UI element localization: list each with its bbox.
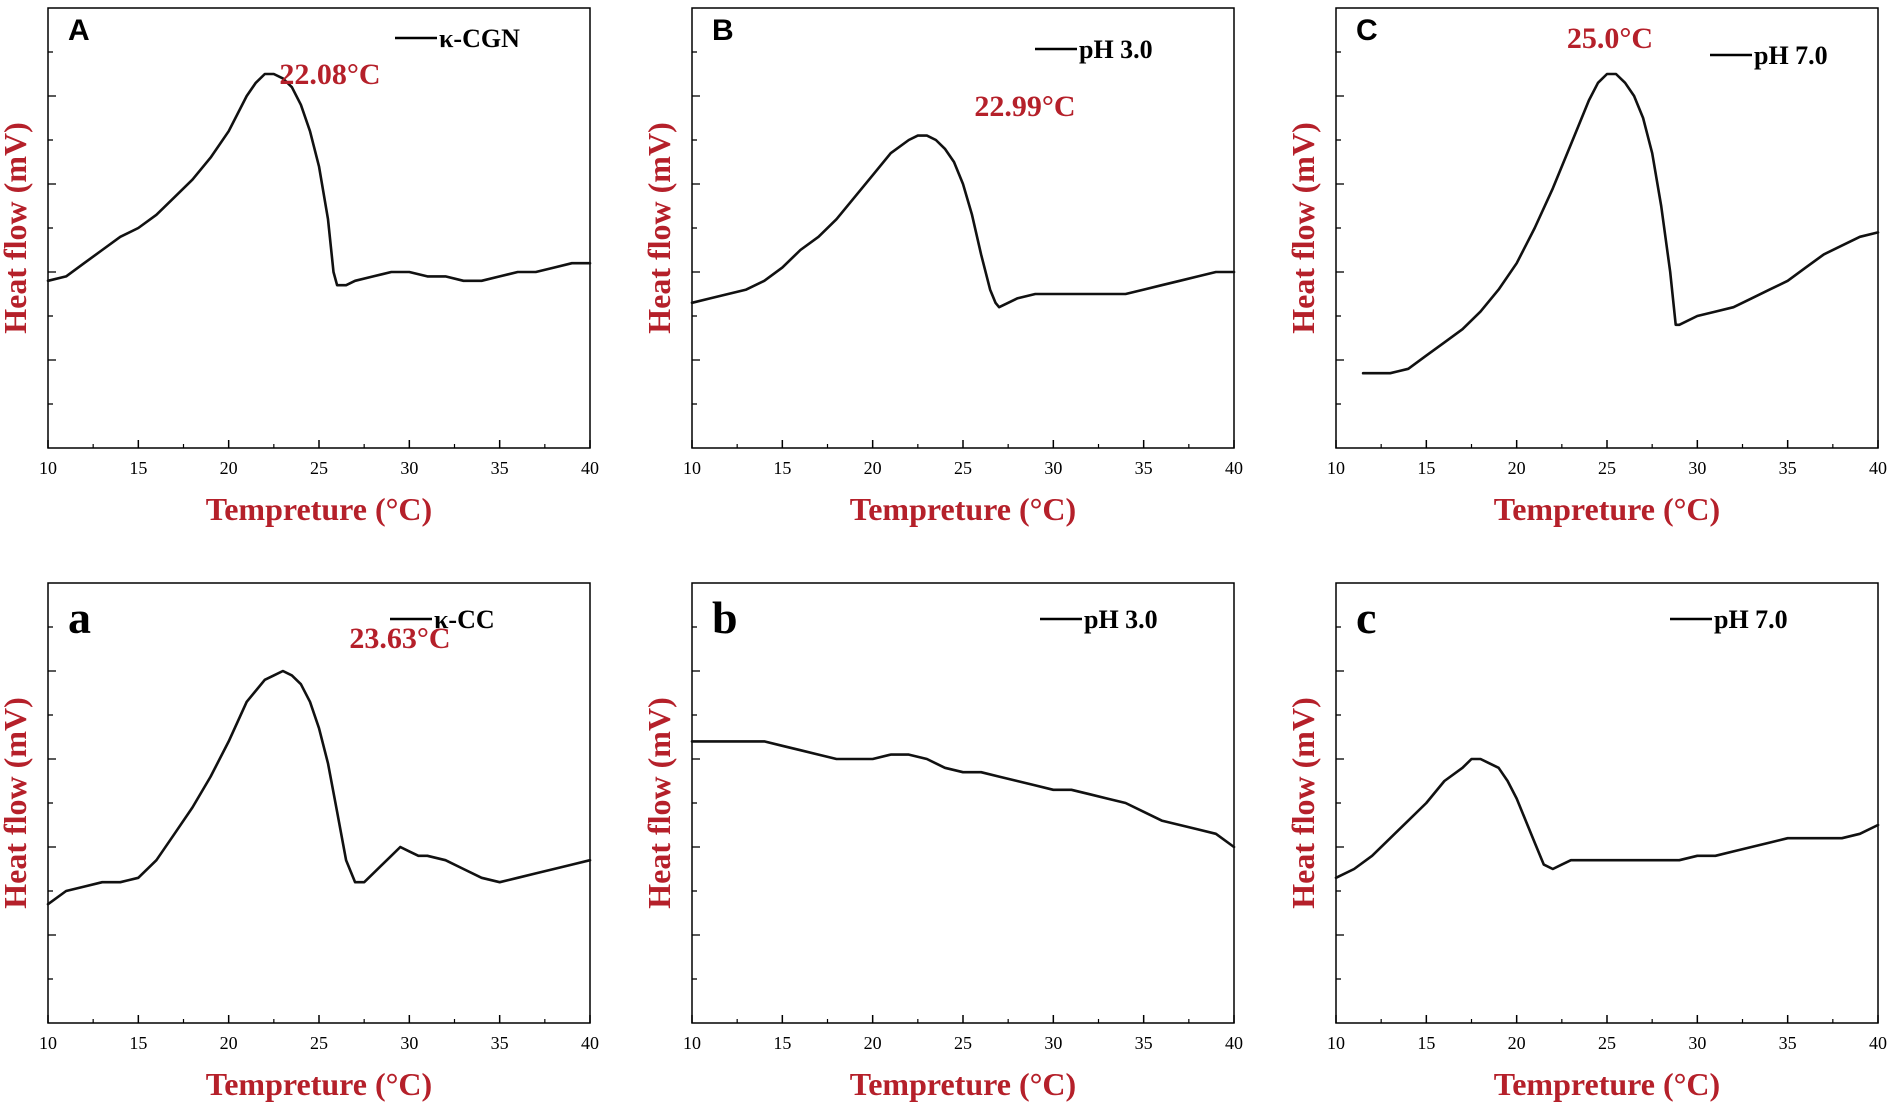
x-tick-label: 20	[220, 1033, 238, 1053]
panel-label: b	[712, 592, 738, 643]
y-axis-label: Heat flow (mV)	[0, 697, 33, 908]
x-tick-label: 25	[310, 458, 328, 478]
panel-label: A	[68, 14, 90, 47]
x-tick-label: 15	[1417, 458, 1435, 478]
x-tick-label: 15	[1417, 1033, 1435, 1053]
series-line-κ-CGN	[46, 72, 592, 287]
x-tick-label: 30	[400, 1033, 418, 1053]
x-tick-label: 40	[581, 1033, 599, 1053]
x-tick-label: 15	[773, 458, 791, 478]
plot-frame-B	[691, 7, 1235, 449]
x-tick-label: 20	[864, 1033, 882, 1053]
x-tick-label: 10	[39, 458, 57, 478]
x-tick-label: 10	[39, 1033, 57, 1053]
panel-label: C	[1356, 14, 1378, 47]
series-line-pH 7.0	[1361, 72, 1880, 375]
x-axis-label: Tempreture (°C)	[206, 491, 432, 527]
x-axis-label: Tempreture (°C)	[206, 1066, 432, 1102]
x-tick-label: 35	[491, 458, 509, 478]
x-axis-label: Tempreture (°C)	[1494, 491, 1720, 527]
x-tick-label: 35	[1135, 1033, 1153, 1053]
plot-frame-b	[691, 582, 1235, 1024]
x-tick-label: 25	[1598, 1033, 1616, 1053]
legend-label: pH 7.0	[1754, 41, 1828, 70]
x-tick-label: 30	[1044, 458, 1062, 478]
legend-label: pH 3.0	[1079, 35, 1153, 64]
y-axis-label: Heat flow (mV)	[0, 122, 33, 333]
legend-label: pH 7.0	[1714, 605, 1788, 634]
x-tick-label: 15	[129, 1033, 147, 1053]
y-axis-label: Heat flow (mV)	[641, 697, 677, 908]
series-line-κ-CC	[46, 669, 592, 906]
legend-label: pH 3.0	[1084, 605, 1158, 634]
panel-label: B	[712, 14, 734, 47]
x-tick-label: 25	[1598, 458, 1616, 478]
panel-label: c	[1356, 592, 1376, 643]
series-line-pH 7.0	[1334, 757, 1880, 880]
x-tick-label: 40	[581, 458, 599, 478]
x-tick-label: 25	[954, 458, 972, 478]
series-line-pH 3.0	[690, 134, 1236, 309]
x-tick-label: 15	[773, 1033, 791, 1053]
x-axis-label: Tempreture (°C)	[1494, 1066, 1720, 1102]
peak-annotation: 25.0°C	[1567, 22, 1653, 55]
peak-annotation: 23.63°C	[349, 622, 450, 655]
legend-label: κ-CC	[434, 605, 495, 634]
x-tick-label: 20	[1508, 458, 1526, 478]
x-tick-label: 40	[1869, 1033, 1887, 1053]
peak-annotation: 22.08°C	[279, 58, 380, 91]
x-tick-label: 10	[683, 1033, 701, 1053]
x-tick-label: 40	[1869, 458, 1887, 478]
legend-label: κ-CGN	[439, 24, 520, 53]
x-tick-label: 15	[129, 458, 147, 478]
series-line-pH 3.0	[690, 740, 1236, 849]
x-tick-label: 30	[1044, 1033, 1062, 1053]
x-tick-label: 30	[400, 458, 418, 478]
y-axis-label: Heat flow (mV)	[641, 122, 677, 333]
x-tick-label: 35	[1779, 1033, 1797, 1053]
x-tick-label: 20	[1508, 1033, 1526, 1053]
x-tick-label: 25	[954, 1033, 972, 1053]
x-tick-label: 25	[310, 1033, 328, 1053]
x-tick-label: 30	[1688, 458, 1706, 478]
x-tick-label: 10	[1327, 458, 1345, 478]
x-tick-label: 20	[864, 458, 882, 478]
x-tick-label: 40	[1225, 458, 1243, 478]
panel-label: a	[68, 592, 91, 643]
x-tick-label: 20	[220, 458, 238, 478]
plot-frame-a	[47, 582, 591, 1024]
x-tick-label: 40	[1225, 1033, 1243, 1053]
x-tick-label: 10	[1327, 1033, 1345, 1053]
x-tick-label: 35	[1135, 458, 1153, 478]
plot-frame-c	[1335, 582, 1879, 1024]
x-axis-label: Tempreture (°C)	[850, 1066, 1076, 1102]
y-axis-label: Heat flow (mV)	[1285, 122, 1321, 333]
x-axis-label: Tempreture (°C)	[850, 491, 1076, 527]
x-tick-label: 30	[1688, 1033, 1706, 1053]
x-tick-label: 35	[1779, 458, 1797, 478]
y-axis-label: Heat flow (mV)	[1285, 697, 1321, 908]
x-tick-label: 35	[491, 1033, 509, 1053]
x-tick-label: 10	[683, 458, 701, 478]
peak-annotation: 22.99°C	[974, 90, 1075, 123]
